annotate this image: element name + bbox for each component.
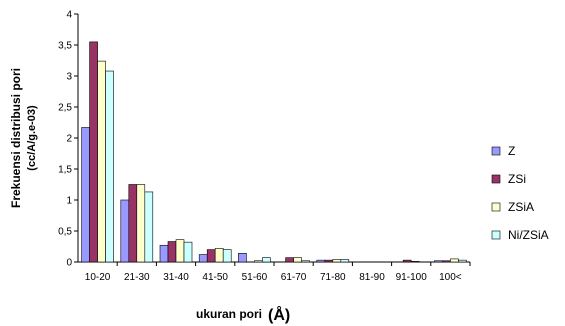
y-axis-ticks: 0 0,5 1 1,5 2 2,5 3 3,5 4 <box>58 10 78 269</box>
bar-ni-zsia <box>262 257 271 263</box>
bar-ni-zsia <box>458 259 467 263</box>
y-axis-title-line2: (cc/A/g.e-03) <box>26 105 38 171</box>
legend-label: ZSi <box>508 172 526 186</box>
bar-ni-zsia <box>183 241 193 263</box>
x-tick-label: 61-70 <box>281 272 307 283</box>
bar-zsi <box>402 259 412 263</box>
bar-zsia <box>175 239 185 263</box>
bar-zsia <box>214 248 224 263</box>
x-tick-label: 10-20 <box>85 272 111 283</box>
bar-zsi <box>442 260 451 263</box>
bar-zsi <box>324 259 334 263</box>
x-axis-ticks: 10-20 21-30 31-40 41-50 51-60 61-70 71-80 81-90… <box>85 262 471 283</box>
bar-zsia <box>332 259 342 263</box>
bar-zsia <box>136 184 146 263</box>
plot-area <box>77 14 470 263</box>
y-tick-label: 3,5 <box>58 41 72 52</box>
bar-z <box>238 253 247 263</box>
bar-zsia <box>254 260 263 263</box>
x-tick-label: 51-60 <box>242 272 268 283</box>
x-tick-label: 81-90 <box>359 272 385 283</box>
bar-zsi <box>167 241 177 263</box>
bar-ni-zsia <box>105 70 114 263</box>
bar-z <box>434 260 443 263</box>
legend-swatch <box>491 146 501 156</box>
bar-ni-zsia <box>301 260 310 263</box>
legend: Z ZSi ZSiA Ni/ZSiA <box>491 144 549 242</box>
x-axis-title: ukuran pori <box>196 307 262 321</box>
legend-swatch <box>491 174 501 184</box>
bar-z <box>198 254 208 263</box>
bar-z <box>316 259 326 263</box>
y-tick-label: 2 <box>66 134 72 145</box>
x-tick-label: 31-40 <box>163 272 189 283</box>
legend-label: ZSiA <box>508 200 534 214</box>
y-tick-label: 1 <box>66 196 72 207</box>
x-tick-label: 41-50 <box>202 272 228 283</box>
legend-swatch <box>491 230 501 240</box>
legend-swatch <box>491 202 501 212</box>
y-axis-title-line1: Frekuensi distribusi pori <box>9 68 23 208</box>
bar-ni-zsia <box>222 249 232 263</box>
y-tick-label: 0 <box>66 258 72 269</box>
y-tick-label: 3 <box>66 72 72 83</box>
bar-ni-zsia <box>144 191 154 263</box>
bar-z <box>159 244 169 263</box>
bar-zsi <box>285 257 294 263</box>
x-tick-label: 21-30 <box>124 272 150 283</box>
bar-zsia <box>450 258 459 263</box>
bar-zsi <box>128 184 138 263</box>
x-tick-label: 71-80 <box>320 272 346 283</box>
bar-zsia <box>410 261 420 263</box>
bar-z <box>120 199 130 263</box>
bar-ni-zsia <box>340 259 350 263</box>
x-tick-label: 100< <box>439 272 462 283</box>
x-axis-unit: (Å) <box>268 305 290 324</box>
legend-label: Ni/ZSiA <box>508 228 549 242</box>
x-tick-label: 91-100 <box>396 272 428 283</box>
y-tick-label: 4 <box>66 10 72 21</box>
y-tick-label: 0,5 <box>58 227 72 238</box>
bar-zsia <box>293 257 302 263</box>
bar-zsia <box>97 60 106 263</box>
y-tick-label: 1,5 <box>58 165 72 176</box>
y-tick-label: 2,5 <box>58 103 72 114</box>
bar-z <box>81 127 90 263</box>
bar-zsi <box>89 41 98 263</box>
bar-zsi <box>206 249 216 263</box>
legend-label: Z <box>508 144 515 158</box>
x-axis-unit-text: (Å) <box>268 305 290 324</box>
x-axis-title-text: ukuran pori <box>196 307 262 321</box>
